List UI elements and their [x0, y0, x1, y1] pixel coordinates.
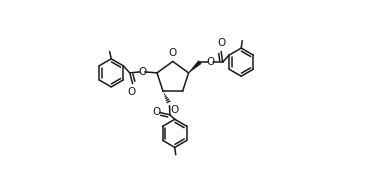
Text: O: O: [170, 105, 178, 115]
Text: O: O: [217, 38, 226, 48]
Text: O: O: [169, 48, 177, 58]
Text: O: O: [128, 87, 136, 97]
Polygon shape: [189, 61, 201, 73]
Text: O: O: [207, 57, 215, 67]
Text: O: O: [138, 67, 146, 77]
Text: O: O: [152, 107, 161, 117]
